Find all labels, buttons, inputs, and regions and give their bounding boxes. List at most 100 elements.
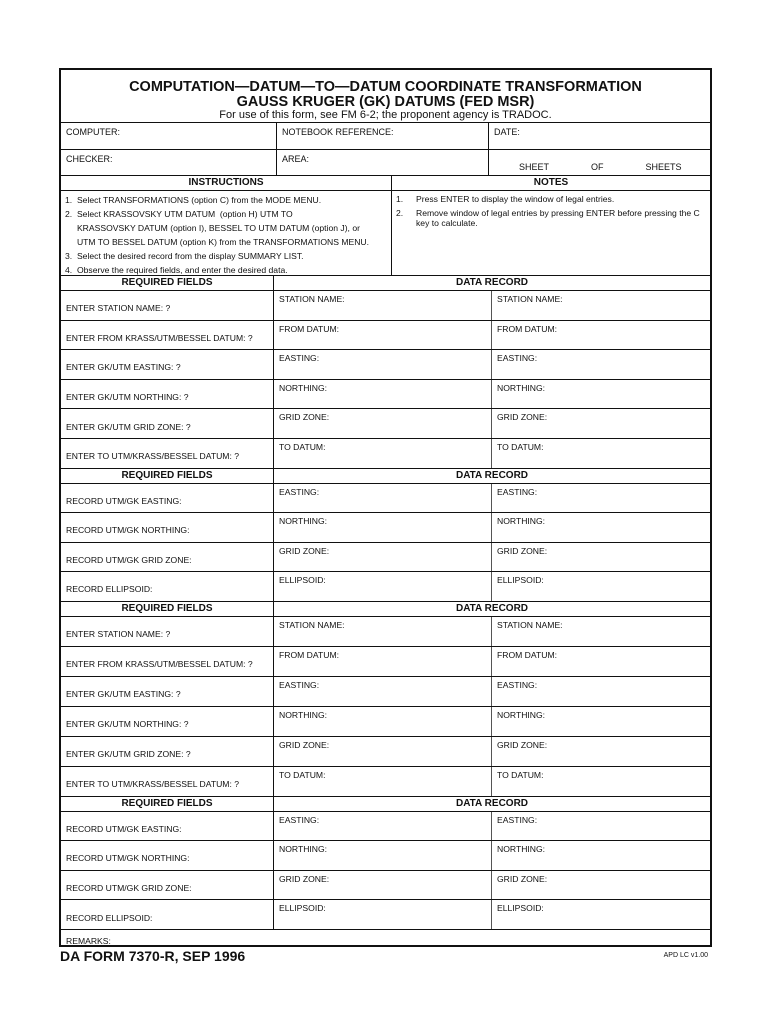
section-row: ENTER GK/UTM NORTHING: ? NORTHING: NORTHIN… xyxy=(61,706,710,737)
instructions-notes: INSTRUCTIONS 1. Select TRANSFORMATIONS (… xyxy=(61,176,710,276)
required-field-label: ENTER TO UTM/KRASS/BESSEL DATUM: ? xyxy=(66,451,240,462)
data-record-field-2[interactable]: NORTHING: xyxy=(491,706,710,736)
data-record-field-2[interactable]: TO DATUM: xyxy=(491,766,710,796)
data-record-field-1[interactable]: TO DATUM: xyxy=(273,438,491,468)
data-record-heading: DATA RECORD xyxy=(273,796,710,811)
section-header: REQUIRED FIELDS DATA RECORD xyxy=(61,796,710,812)
data-record-field-2[interactable]: EASTING: xyxy=(491,350,710,379)
data-record-field-2[interactable]: FROM DATUM: xyxy=(491,646,710,676)
instruction-item: UTM TO BESSEL DATUM (option K) from the … xyxy=(65,237,370,247)
form-id: DA FORM 7370-R, SEP 1996 xyxy=(60,948,246,964)
note-text: Press ENTER to display the window of leg… xyxy=(416,194,615,204)
data-record-field-2[interactable]: NORTHING: xyxy=(491,841,710,870)
data-record-field-2[interactable]: TO DATUM: xyxy=(491,438,710,468)
data-record-field-1[interactable]: STATION NAME: xyxy=(273,616,491,646)
required-fields-heading: REQUIRED FIELDS xyxy=(121,277,213,288)
required-field-label: ENTER FROM KRASS/UTM/BESSEL DATUM: ? xyxy=(66,659,253,670)
form-usage: For use of this form, see FM 6-2; the pr… xyxy=(219,109,552,121)
data-record-field-2[interactable]: STATION NAME: xyxy=(491,616,710,646)
instructions: INSTRUCTIONS 1. Select TRANSFORMATIONS (… xyxy=(61,176,391,275)
data-record-field-1[interactable]: STATION NAME: xyxy=(273,291,491,320)
checker-field[interactable]: CHECKER: xyxy=(66,154,113,164)
sections: REQUIRED FIELDS DATA RECORD ENTER STATION … xyxy=(61,276,710,930)
notes-heading: NOTES xyxy=(392,176,710,191)
data-record-field-1[interactable]: EASTING: xyxy=(273,483,491,513)
data-record-field-2[interactable]: EASTING: xyxy=(491,811,710,841)
data-record-field-1[interactable]: GRID ZONE: xyxy=(273,870,491,900)
section-row: RECORD UTM/GK NORTHING: NORTHING: NORTHING… xyxy=(61,513,710,543)
notebook-reference-field[interactable]: NOTEBOOK REFERENCE: xyxy=(276,123,488,149)
section-row: RECORD UTM/GK EASTING: EASTING: EASTING: xyxy=(61,811,710,842)
data-record-heading: DATA RECORD xyxy=(273,601,710,616)
data-record-field-1[interactable]: GRID ZONE: xyxy=(273,542,491,572)
required-field-label: ENTER FROM KRASS/UTM/BESSEL DATUM: ? xyxy=(66,332,253,343)
date-field[interactable]: DATE: xyxy=(488,123,710,149)
sheets-label: SHEETS xyxy=(645,162,682,172)
remarks-field[interactable]: REMARKS: xyxy=(66,935,111,946)
form-title-block: COMPUTATION—DATUM—TO—DATUM COORDINATE TR… xyxy=(61,70,710,123)
section-row: ENTER GK/UTM GRID ZONE: ? GRID ZONE: GRID … xyxy=(61,409,710,439)
data-record-field-1[interactable]: GRID ZONE: xyxy=(273,409,491,438)
data-record-field-1[interactable]: NORTHING: xyxy=(273,379,491,409)
required-field-label: ENTER STATION NAME: ? xyxy=(66,303,171,314)
required-field-label: ENTER GK/UTM EASTING: ? xyxy=(66,689,181,700)
section-row: RECORD UTM/GK NORTHING: NORTHING: NORTHING… xyxy=(61,841,710,871)
data-record-field-1[interactable]: NORTHING: xyxy=(273,706,491,736)
required-field-label: ENTER GK/UTM NORTHING: ? xyxy=(66,392,189,403)
data-record-field-1[interactable]: EASTING: xyxy=(273,811,491,841)
data-record-field-2[interactable]: GRID ZONE: xyxy=(491,736,710,766)
of-label: OF xyxy=(591,162,604,172)
instructions-list: 1. Select TRANSFORMATIONS (option C) fro… xyxy=(61,191,391,279)
data-record-field-1[interactable]: FROM DATUM: xyxy=(273,646,491,676)
data-record-field-2[interactable]: FROM DATUM: xyxy=(491,320,710,350)
section-header: REQUIRED FIELDS DATA RECORD xyxy=(61,468,710,484)
data-record-field-1[interactable]: ELLIPSOID: xyxy=(273,572,491,601)
data-record-field-2[interactable]: GRID ZONE: xyxy=(491,870,710,900)
data-record-field-2[interactable]: EASTING: xyxy=(491,483,710,513)
section-row: ENTER STATION NAME: ? STATION NAME: STATIO… xyxy=(61,616,710,647)
section-row: RECORD ELLIPSOID: ELLIPSOID: ELLIPSOID: xyxy=(61,900,710,930)
info-row-2: CHECKER: AREA: SHEET OF SHEETS xyxy=(61,150,710,176)
note-item: 2. Remove window of legal entries by pres… xyxy=(396,208,706,228)
data-record-field-2[interactable]: GRID ZONE: xyxy=(491,409,710,438)
section-row: RECORD UTM/GK GRID ZONE: GRID ZONE: GRID Z… xyxy=(61,542,710,573)
data-record-heading: DATA RECORD xyxy=(273,276,710,290)
instruction-item: 2. Select KRASSOVSKY UTM DATUM (option H… xyxy=(65,209,293,219)
required-field-label: ENTER STATION NAME: ? xyxy=(66,629,171,640)
data-record-field-1[interactable]: NORTHING: xyxy=(273,841,491,870)
data-record-field-1[interactable]: NORTHING: xyxy=(273,513,491,542)
data-record-field-1[interactable]: TO DATUM: xyxy=(273,766,491,796)
section-row: ENTER FROM KRASS/UTM/BESSEL DATUM: ? FROM… xyxy=(61,320,710,351)
section-header: REQUIRED FIELDS DATA RECORD xyxy=(61,276,710,291)
note-number: 1. xyxy=(396,194,404,204)
form-version: APD LC v1.00 xyxy=(663,952,708,959)
section-row: RECORD ELLIPSOID: ELLIPSOID: ELLIPSOID: xyxy=(61,572,710,602)
data-record-field-2[interactable]: GRID ZONE: xyxy=(491,542,710,572)
data-record-field-1[interactable]: EASTING: xyxy=(273,350,491,379)
section-row: ENTER TO UTM/KRASS/BESSEL DATUM: ? TO DAT… xyxy=(61,438,710,469)
data-record-field-1[interactable]: GRID ZONE: xyxy=(273,736,491,766)
note-item: 1. Press ENTER to display the window of l… xyxy=(396,194,706,204)
data-record-field-2[interactable]: EASTING: xyxy=(491,676,710,706)
section-row: ENTER TO UTM/KRASS/BESSEL DATUM: ? TO DAT… xyxy=(61,766,710,797)
sheet-label: SHEET xyxy=(519,162,550,172)
computer-field[interactable]: COMPUTER: xyxy=(66,127,120,137)
data-record-field-1[interactable]: ELLIPSOID: xyxy=(273,900,491,929)
data-record-field-1[interactable]: FROM DATUM: xyxy=(273,320,491,350)
sheet-field[interactable]: SHEET OF SHEETS xyxy=(488,150,710,175)
data-record-field-1[interactable]: EASTING: xyxy=(273,676,491,706)
section-row: RECORD UTM/GK GRID ZONE: GRID ZONE: GRID Z… xyxy=(61,870,710,901)
data-record-field-2[interactable]: ELLIPSOID: xyxy=(491,900,710,929)
required-field-label: ENTER GK/UTM GRID ZONE: ? xyxy=(66,749,191,760)
data-record-field-2[interactable]: NORTHING: xyxy=(491,379,710,409)
notes: NOTES 1. Press ENTER to display the windo… xyxy=(391,176,710,275)
data-record-field-2[interactable]: STATION NAME: xyxy=(491,291,710,320)
area-field[interactable]: AREA: xyxy=(276,150,488,175)
data-record-field-2[interactable]: ELLIPSOID: xyxy=(491,572,710,601)
instruction-item: 3. Select the desired record from the di… xyxy=(65,251,304,261)
data-record-field-2[interactable]: NORTHING: xyxy=(491,513,710,542)
required-field-label: RECORD UTM/GK GRID ZONE: xyxy=(66,554,192,565)
required-field-label: RECORD UTM/GK NORTHING: xyxy=(66,525,190,536)
section-row: RECORD UTM/GK EASTING: EASTING: EASTING: xyxy=(61,483,710,514)
instruction-item: 1. Select TRANSFORMATIONS (option C) fro… xyxy=(65,195,322,205)
